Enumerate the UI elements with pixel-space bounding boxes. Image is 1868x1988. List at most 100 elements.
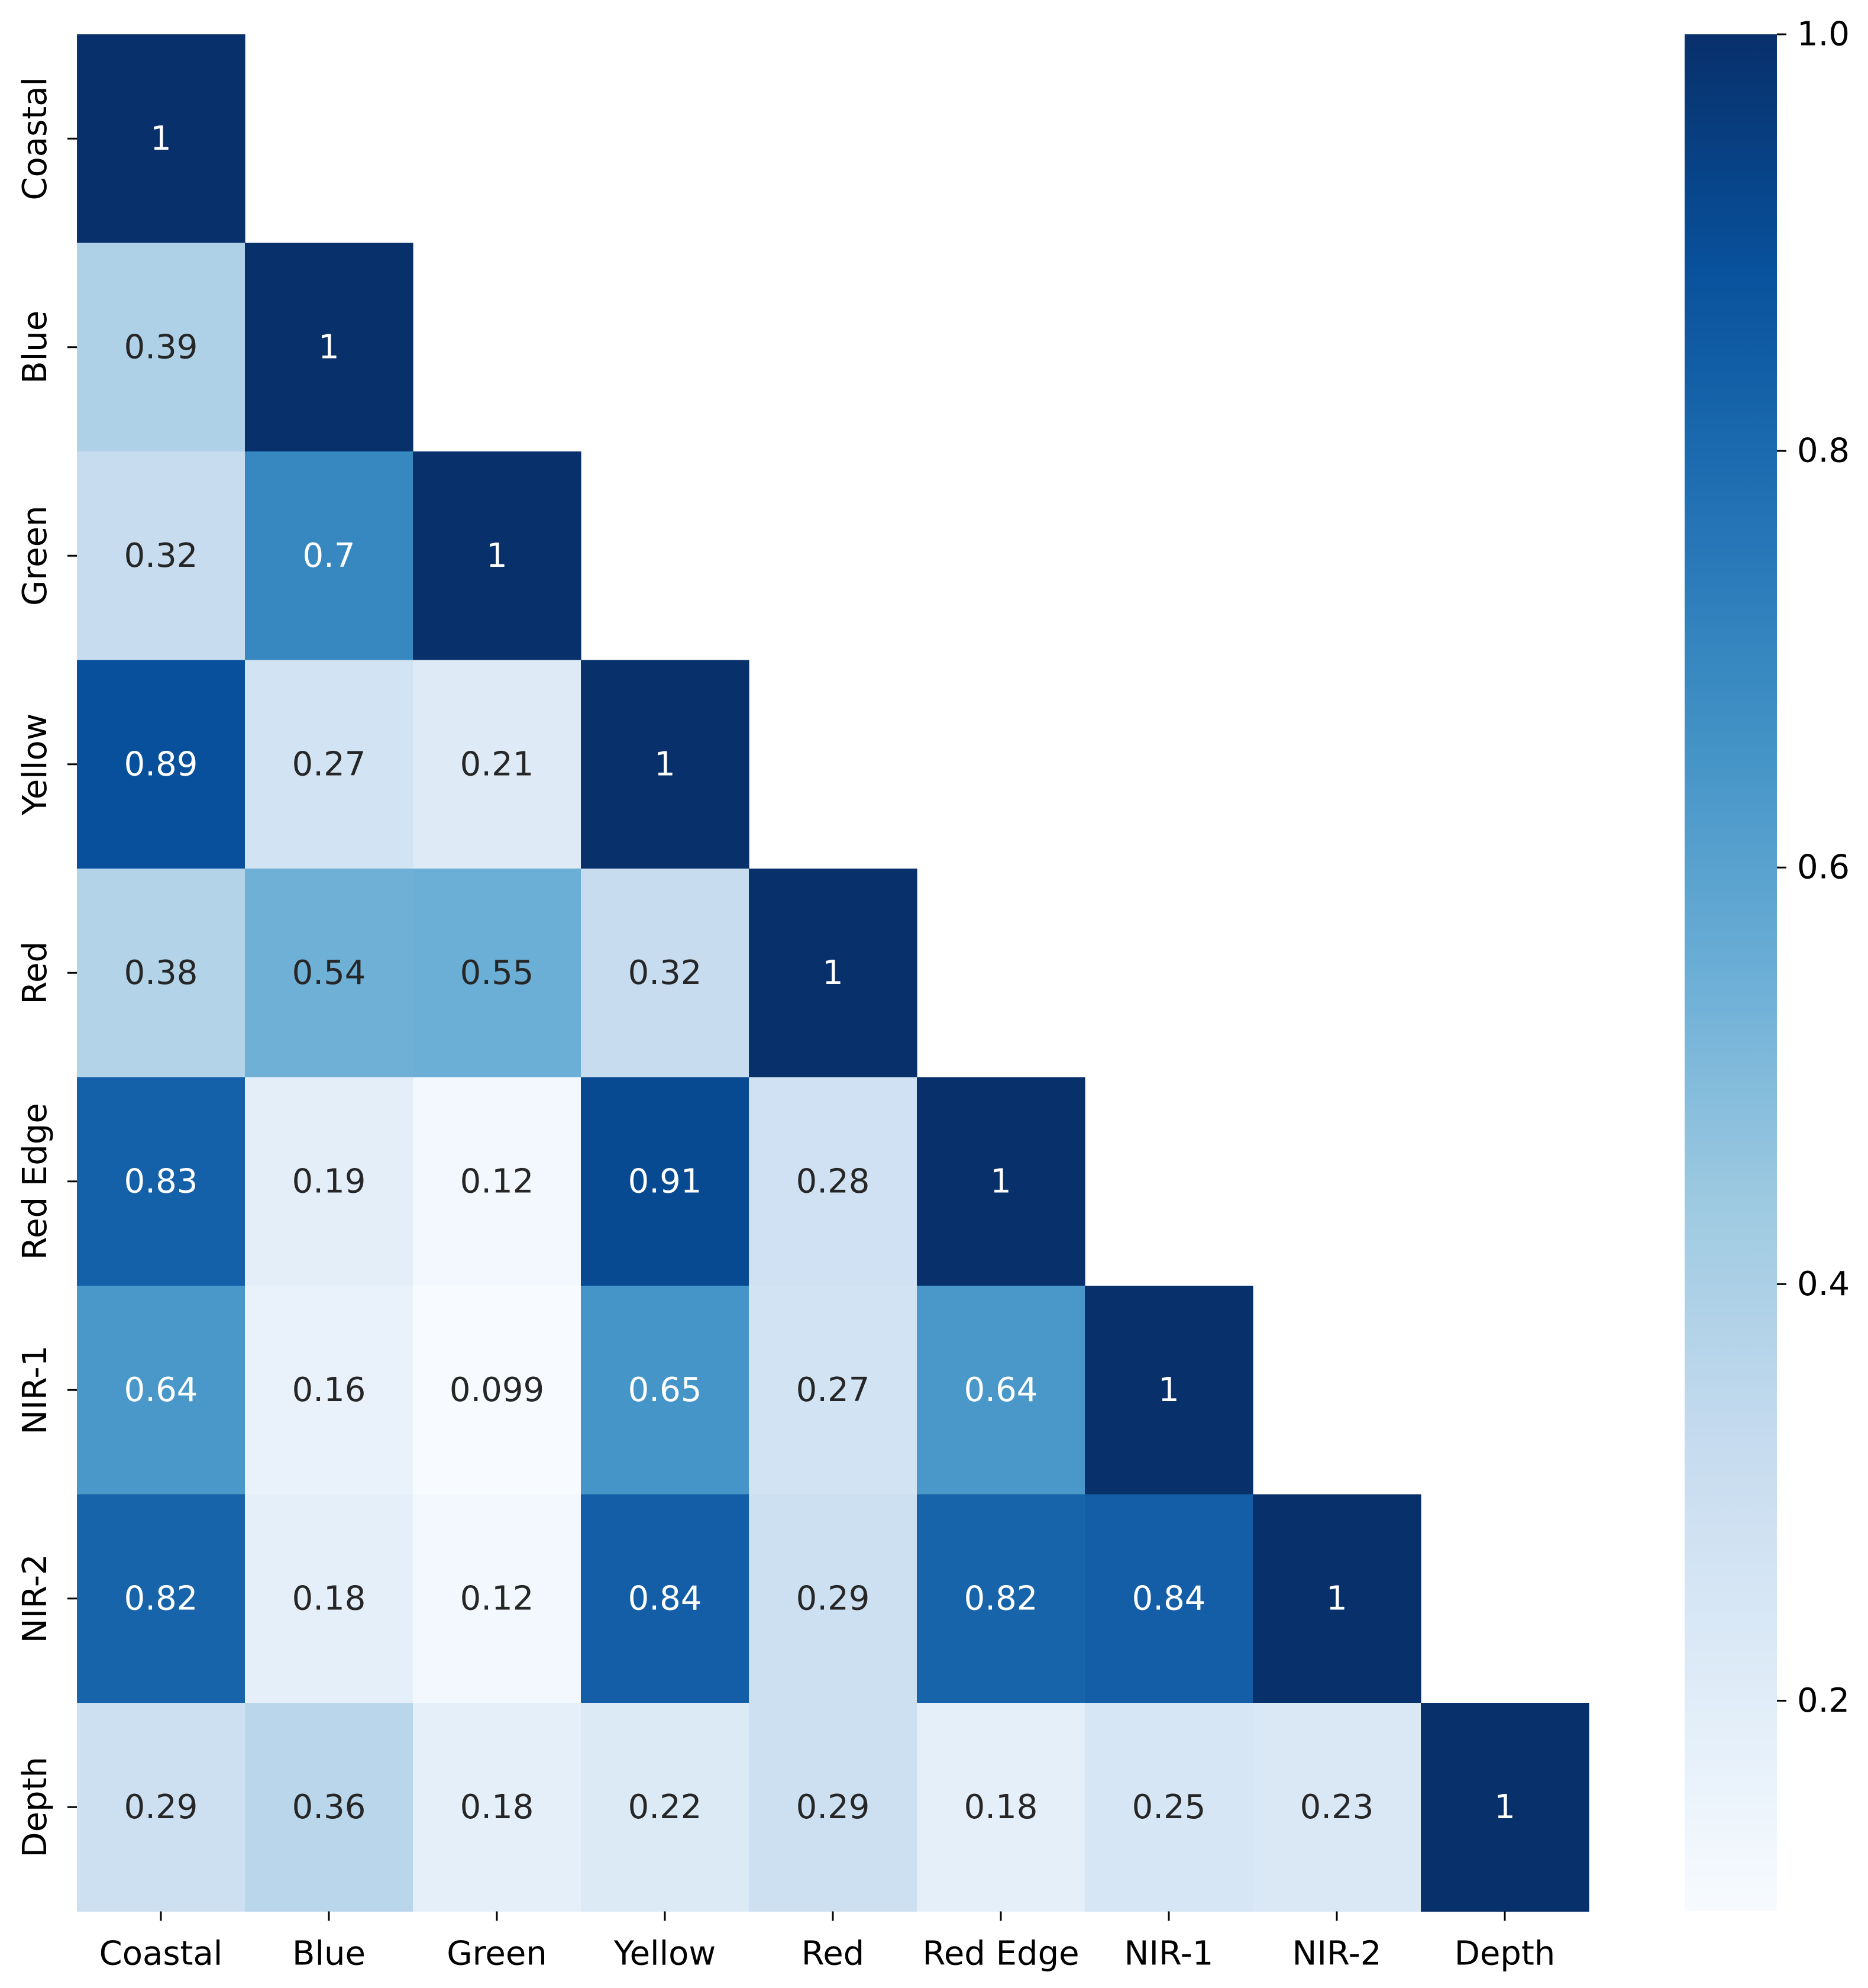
cell-annotation-green-coastal: 0.32 bbox=[124, 537, 198, 575]
heatmap-cell-depth-blue bbox=[245, 1703, 413, 1912]
cell-annotation-nir-2-nir-2: 1 bbox=[1326, 1579, 1347, 1618]
heatmap-cell-depth-red bbox=[749, 1703, 917, 1912]
heatmap-cell-depth-red-edge bbox=[917, 1703, 1085, 1912]
y-tick-label-green: Green bbox=[16, 505, 54, 606]
x-tick-label-red: Red bbox=[802, 1935, 864, 1973]
heatmap-cell-depth-coastal bbox=[77, 1703, 245, 1912]
heatmap-cell-nir-2-nir-2 bbox=[1253, 1494, 1421, 1703]
cell-annotation-nir-2-red-edge: 0.82 bbox=[964, 1579, 1038, 1618]
cell-annotation-nir-2-nir-1: 0.84 bbox=[1132, 1579, 1206, 1618]
cell-annotation-nir-2-yellow: 0.84 bbox=[628, 1579, 702, 1618]
x-tick-label-yellow: Yellow bbox=[613, 1935, 716, 1973]
heatmap-cell-nir-1-coastal bbox=[77, 1286, 245, 1495]
cell-annotation-nir-1-green: 0.099 bbox=[450, 1371, 544, 1409]
colorbar-tick-label: 0.4 bbox=[1797, 1265, 1850, 1303]
y-tick-label-blue: Blue bbox=[16, 311, 54, 384]
y-tick-label-red-edge: Red Edge bbox=[16, 1103, 54, 1260]
heatmap-cell-depth-yellow bbox=[581, 1703, 749, 1912]
cell-annotation-yellow-green: 0.21 bbox=[460, 745, 534, 783]
cell-annotation-yellow-coastal: 0.89 bbox=[124, 745, 198, 783]
heatmap-cell-green-green bbox=[413, 451, 581, 661]
cell-annotation-depth-red: 0.29 bbox=[796, 1788, 870, 1826]
cell-annotation-red-edge-blue: 0.19 bbox=[292, 1162, 366, 1200]
cell-annotation-depth-red-edge: 0.18 bbox=[964, 1788, 1038, 1826]
cell-annotation-red-edge-yellow: 0.91 bbox=[628, 1162, 702, 1200]
heatmap-annotations: 1 0.39 1 0.32 0.7 1 0.89 0.27 0.21 1 0.38 0.54 0.55 0… bbox=[124, 120, 1515, 1826]
x-tick-label-nir-2: NIR-2 bbox=[1292, 1935, 1382, 1973]
cell-annotation-red-red: 1 bbox=[822, 954, 843, 992]
cell-annotation-green-blue: 0.7 bbox=[302, 537, 355, 575]
x-tick-label-red-edge: Red Edge bbox=[922, 1935, 1079, 1973]
heatmap-cell-nir-2-blue bbox=[245, 1494, 413, 1703]
heatmap-cell-yellow-green bbox=[413, 660, 581, 869]
y-tick-label-nir-1: NIR-1 bbox=[16, 1345, 54, 1435]
cell-annotation-nir-1-yellow: 0.65 bbox=[628, 1371, 702, 1409]
colorbar: 0.2 0.4 0.6 0.8 1.0 bbox=[1685, 15, 1850, 1911]
cell-annotation-yellow-yellow: 1 bbox=[654, 745, 676, 783]
cell-annotation-coastal-coastal: 1 bbox=[150, 120, 172, 158]
heatmap-cell-blue-coastal bbox=[77, 243, 245, 452]
heatmap-cell-nir-1-red-edge bbox=[917, 1286, 1085, 1495]
cell-annotation-depth-yellow: 0.22 bbox=[628, 1788, 702, 1826]
cell-annotation-depth-nir-1: 0.25 bbox=[1132, 1788, 1206, 1826]
cell-annotation-nir-1-red: 0.27 bbox=[796, 1371, 870, 1409]
heatmap-cell-green-coastal bbox=[77, 451, 245, 661]
colorbar-tick-label: 0.6 bbox=[1797, 848, 1850, 887]
heatmap-cell-red-red bbox=[749, 869, 917, 1078]
cell-annotation-depth-depth: 1 bbox=[1494, 1788, 1515, 1826]
heatmap-cell-yellow-blue bbox=[245, 660, 413, 869]
cell-annotation-red-blue: 0.54 bbox=[292, 954, 366, 992]
heatmap-cell-depth-nir-1 bbox=[1085, 1703, 1253, 1912]
cell-annotation-depth-green: 0.18 bbox=[460, 1788, 534, 1826]
heatmap-cell-coastal-coastal bbox=[77, 34, 245, 244]
cell-annotation-nir-2-green: 0.12 bbox=[460, 1579, 534, 1618]
heatmap-cell-yellow-coastal bbox=[77, 660, 245, 869]
y-axis: Coastal Blue Green Yellow Red Red Edge NIR-1 NI… bbox=[16, 77, 77, 1858]
heatmap-cell-red-edge-green bbox=[413, 1077, 581, 1286]
heatmap-cell-depth-green bbox=[413, 1703, 581, 1912]
cell-annotation-depth-coastal: 0.29 bbox=[124, 1788, 198, 1826]
x-tick-label-coastal: Coastal bbox=[99, 1935, 223, 1973]
cell-annotation-nir-1-nir-1: 1 bbox=[1158, 1371, 1179, 1409]
heatmap-cell-red-edge-blue bbox=[245, 1077, 413, 1286]
x-tick-label-nir-1: NIR-1 bbox=[1124, 1935, 1214, 1973]
y-tick-label-coastal: Coastal bbox=[16, 77, 54, 201]
cell-annotation-red-edge-red: 0.28 bbox=[796, 1162, 870, 1200]
heatmap-cell-nir-2-nir-1 bbox=[1085, 1494, 1253, 1703]
y-tick-label-yellow: Yellow bbox=[16, 714, 54, 816]
cell-annotation-nir-2-coastal: 0.82 bbox=[124, 1579, 198, 1618]
cell-annotation-nir-1-red-edge: 0.64 bbox=[964, 1371, 1038, 1409]
heatmap-cells bbox=[77, 34, 1589, 1912]
y-tick-label-nir-2: NIR-2 bbox=[16, 1554, 54, 1643]
heatmap-cell-nir-2-red-edge bbox=[917, 1494, 1085, 1703]
heatmap-cell-red-blue bbox=[245, 869, 413, 1078]
heatmap-cell-red-coastal bbox=[77, 869, 245, 1078]
heatmap-cell-nir-2-green bbox=[413, 1494, 581, 1703]
heatmap-cell-red-edge-coastal bbox=[77, 1077, 245, 1286]
cell-annotation-red-edge-red-edge: 1 bbox=[990, 1162, 1011, 1200]
cell-annotation-nir-2-red: 0.29 bbox=[796, 1579, 870, 1618]
heatmap-cell-nir-1-green bbox=[413, 1286, 581, 1495]
x-tick-label-blue: Blue bbox=[292, 1935, 366, 1973]
cell-annotation-yellow-blue: 0.27 bbox=[292, 745, 366, 783]
heatmap-cell-red-green bbox=[413, 869, 581, 1078]
y-tick-label-red: Red bbox=[16, 941, 54, 1004]
heatmap-cell-red-edge-red-edge bbox=[917, 1077, 1085, 1286]
x-axis: Coastal Blue Green Yellow Red Red Edge NIR-1 NI… bbox=[99, 1911, 1556, 1973]
heatmap-cell-nir-1-blue bbox=[245, 1286, 413, 1495]
x-tick-label-green: Green bbox=[447, 1935, 547, 1973]
cell-annotation-depth-nir-2: 0.23 bbox=[1300, 1788, 1374, 1826]
cell-annotation-nir-1-blue: 0.16 bbox=[292, 1371, 366, 1409]
heatmap-cell-nir-1-red bbox=[749, 1286, 917, 1495]
cell-annotation-red-green: 0.55 bbox=[460, 954, 534, 992]
colorbar-tick-label: 1.0 bbox=[1797, 15, 1850, 54]
cell-annotation-depth-blue: 0.36 bbox=[292, 1788, 366, 1826]
colorbar-tick-label: 0.2 bbox=[1797, 1682, 1850, 1720]
heatmap-cell-nir-2-red bbox=[749, 1494, 917, 1703]
x-tick-label-depth: Depth bbox=[1455, 1935, 1556, 1973]
y-tick-label-depth: Depth bbox=[16, 1757, 54, 1858]
heatmap-cell-red-edge-yellow bbox=[581, 1077, 749, 1286]
heatmap-cell-green-blue bbox=[245, 451, 413, 661]
